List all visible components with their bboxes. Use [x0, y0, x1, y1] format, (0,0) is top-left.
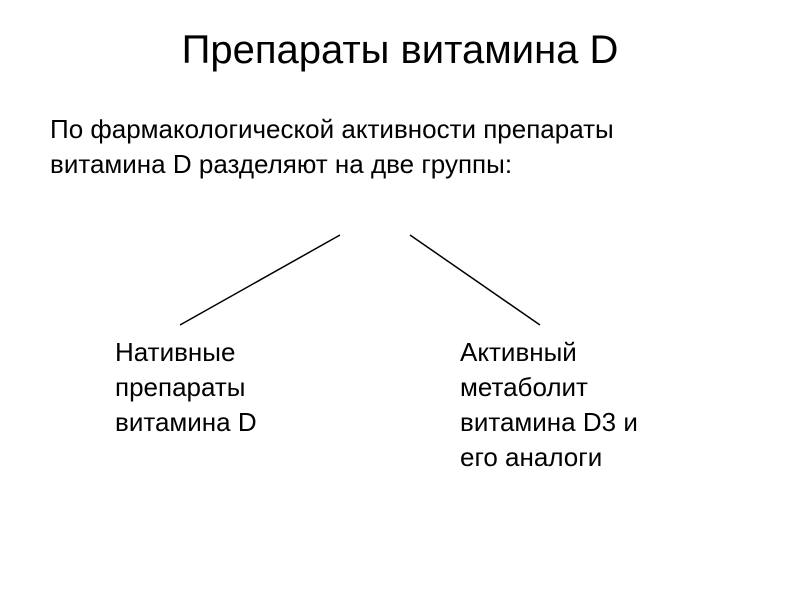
branch-lines [0, 0, 800, 600]
branch-line-left [180, 235, 340, 325]
branch-left-label: Нативные препараты витамина D [115, 335, 305, 440]
branch-line-right [410, 235, 540, 325]
slide-title: Препараты витамина D [0, 28, 800, 73]
branch-right-label: Активный метаболит витамина D3 и его ана… [460, 335, 670, 475]
intro-text: По фармакологической активности препарат… [50, 112, 720, 182]
